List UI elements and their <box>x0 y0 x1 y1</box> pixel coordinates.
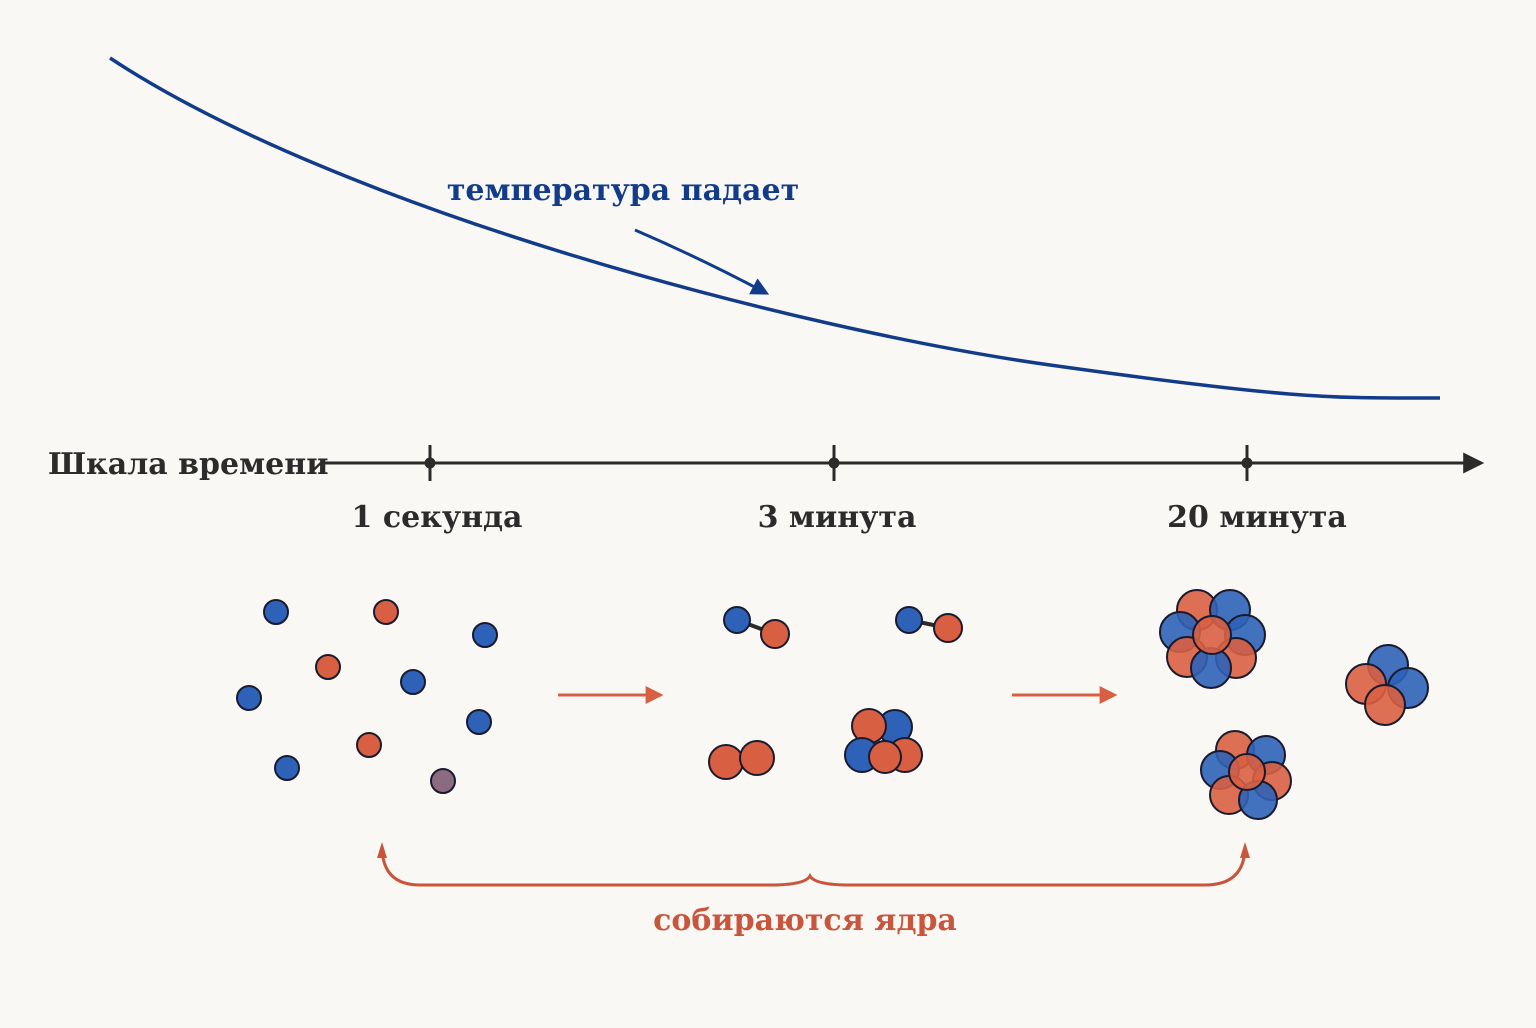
timeline-tick-1 <box>424 445 436 481</box>
mixed-particle <box>430 768 456 794</box>
nucleus-cluster-small-2 <box>1200 730 1292 820</box>
proton <box>373 599 399 625</box>
assembly-brace <box>380 845 1247 887</box>
stage-free-particles <box>236 599 498 794</box>
temperature-label: температура падает <box>447 173 799 208</box>
timeline-tick-3 <box>1241 445 1253 481</box>
nucleus-cluster-medium <box>1345 644 1429 726</box>
np-pair-2 <box>895 606 963 643</box>
np-pair-1 <box>723 606 790 649</box>
stage-light-nuclei <box>708 606 963 780</box>
neutron <box>274 755 300 781</box>
brace-tip-left <box>377 842 387 858</box>
timeline-tick-2 <box>828 445 840 481</box>
stage-heavier-nuclei <box>1159 589 1429 820</box>
neutron <box>466 709 492 735</box>
nucleus-cluster-small <box>844 708 923 774</box>
tick-label-1: 1 секунда <box>352 500 523 535</box>
brace-label: собираются ядра <box>653 903 957 938</box>
neutron <box>263 599 289 625</box>
pp-pair <box>708 740 775 780</box>
tick-label-2: 3 минута <box>758 500 917 535</box>
proton <box>315 654 341 680</box>
neutron <box>472 622 498 648</box>
temperature-arrow <box>634 228 770 295</box>
neutron <box>400 669 426 695</box>
tick-label-3: 20 минута <box>1167 500 1347 535</box>
timeline-label: Шкала времени <box>48 447 328 482</box>
temperature-curve <box>109 56 1441 400</box>
neutron <box>236 685 262 711</box>
brace-tip-right <box>1240 842 1250 858</box>
proton <box>356 732 382 758</box>
nucleus-cluster-large <box>1159 589 1266 689</box>
